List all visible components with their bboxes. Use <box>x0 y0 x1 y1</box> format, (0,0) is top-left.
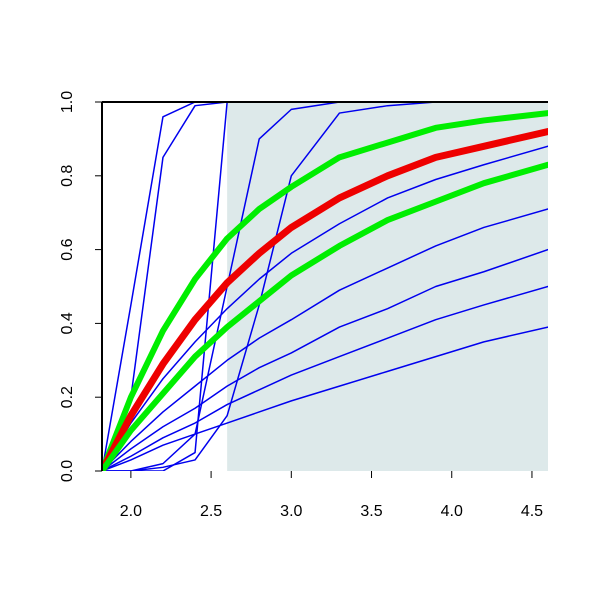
line-layer <box>102 102 548 471</box>
y-tick-label: 0.4 <box>59 312 76 334</box>
series-line <box>102 326 548 471</box>
series-line <box>102 285 548 471</box>
series-line <box>102 110 548 471</box>
y-tick-label: 0.2 <box>59 386 76 408</box>
x-tick-label: 4.5 <box>521 503 543 520</box>
x-tick-label: 2.0 <box>120 503 142 520</box>
series-line <box>102 248 548 471</box>
series-line <box>102 161 548 471</box>
series-line <box>102 145 548 471</box>
x-tick-label: 3.0 <box>280 503 302 520</box>
x-tick-label: 3.5 <box>360 503 382 520</box>
series-line <box>102 128 548 471</box>
y-tick-label: 0.8 <box>59 165 76 187</box>
y-tick-label: 0.6 <box>59 238 76 260</box>
series-line <box>102 102 548 471</box>
y-tick-label: 0.0 <box>59 460 76 482</box>
series-line <box>102 102 548 471</box>
series-line <box>102 208 548 471</box>
x-tick-label: 4.0 <box>441 503 463 520</box>
y-tick-label: 1.0 <box>59 91 76 113</box>
x-tick-label: 2.5 <box>200 503 222 520</box>
axis-layer: 2.0 2.5 3.0 3.5 4.0 4.5 0.0 0.2 0.4 0.6 0.8 1.0 <box>59 91 548 520</box>
series-line <box>102 102 548 471</box>
